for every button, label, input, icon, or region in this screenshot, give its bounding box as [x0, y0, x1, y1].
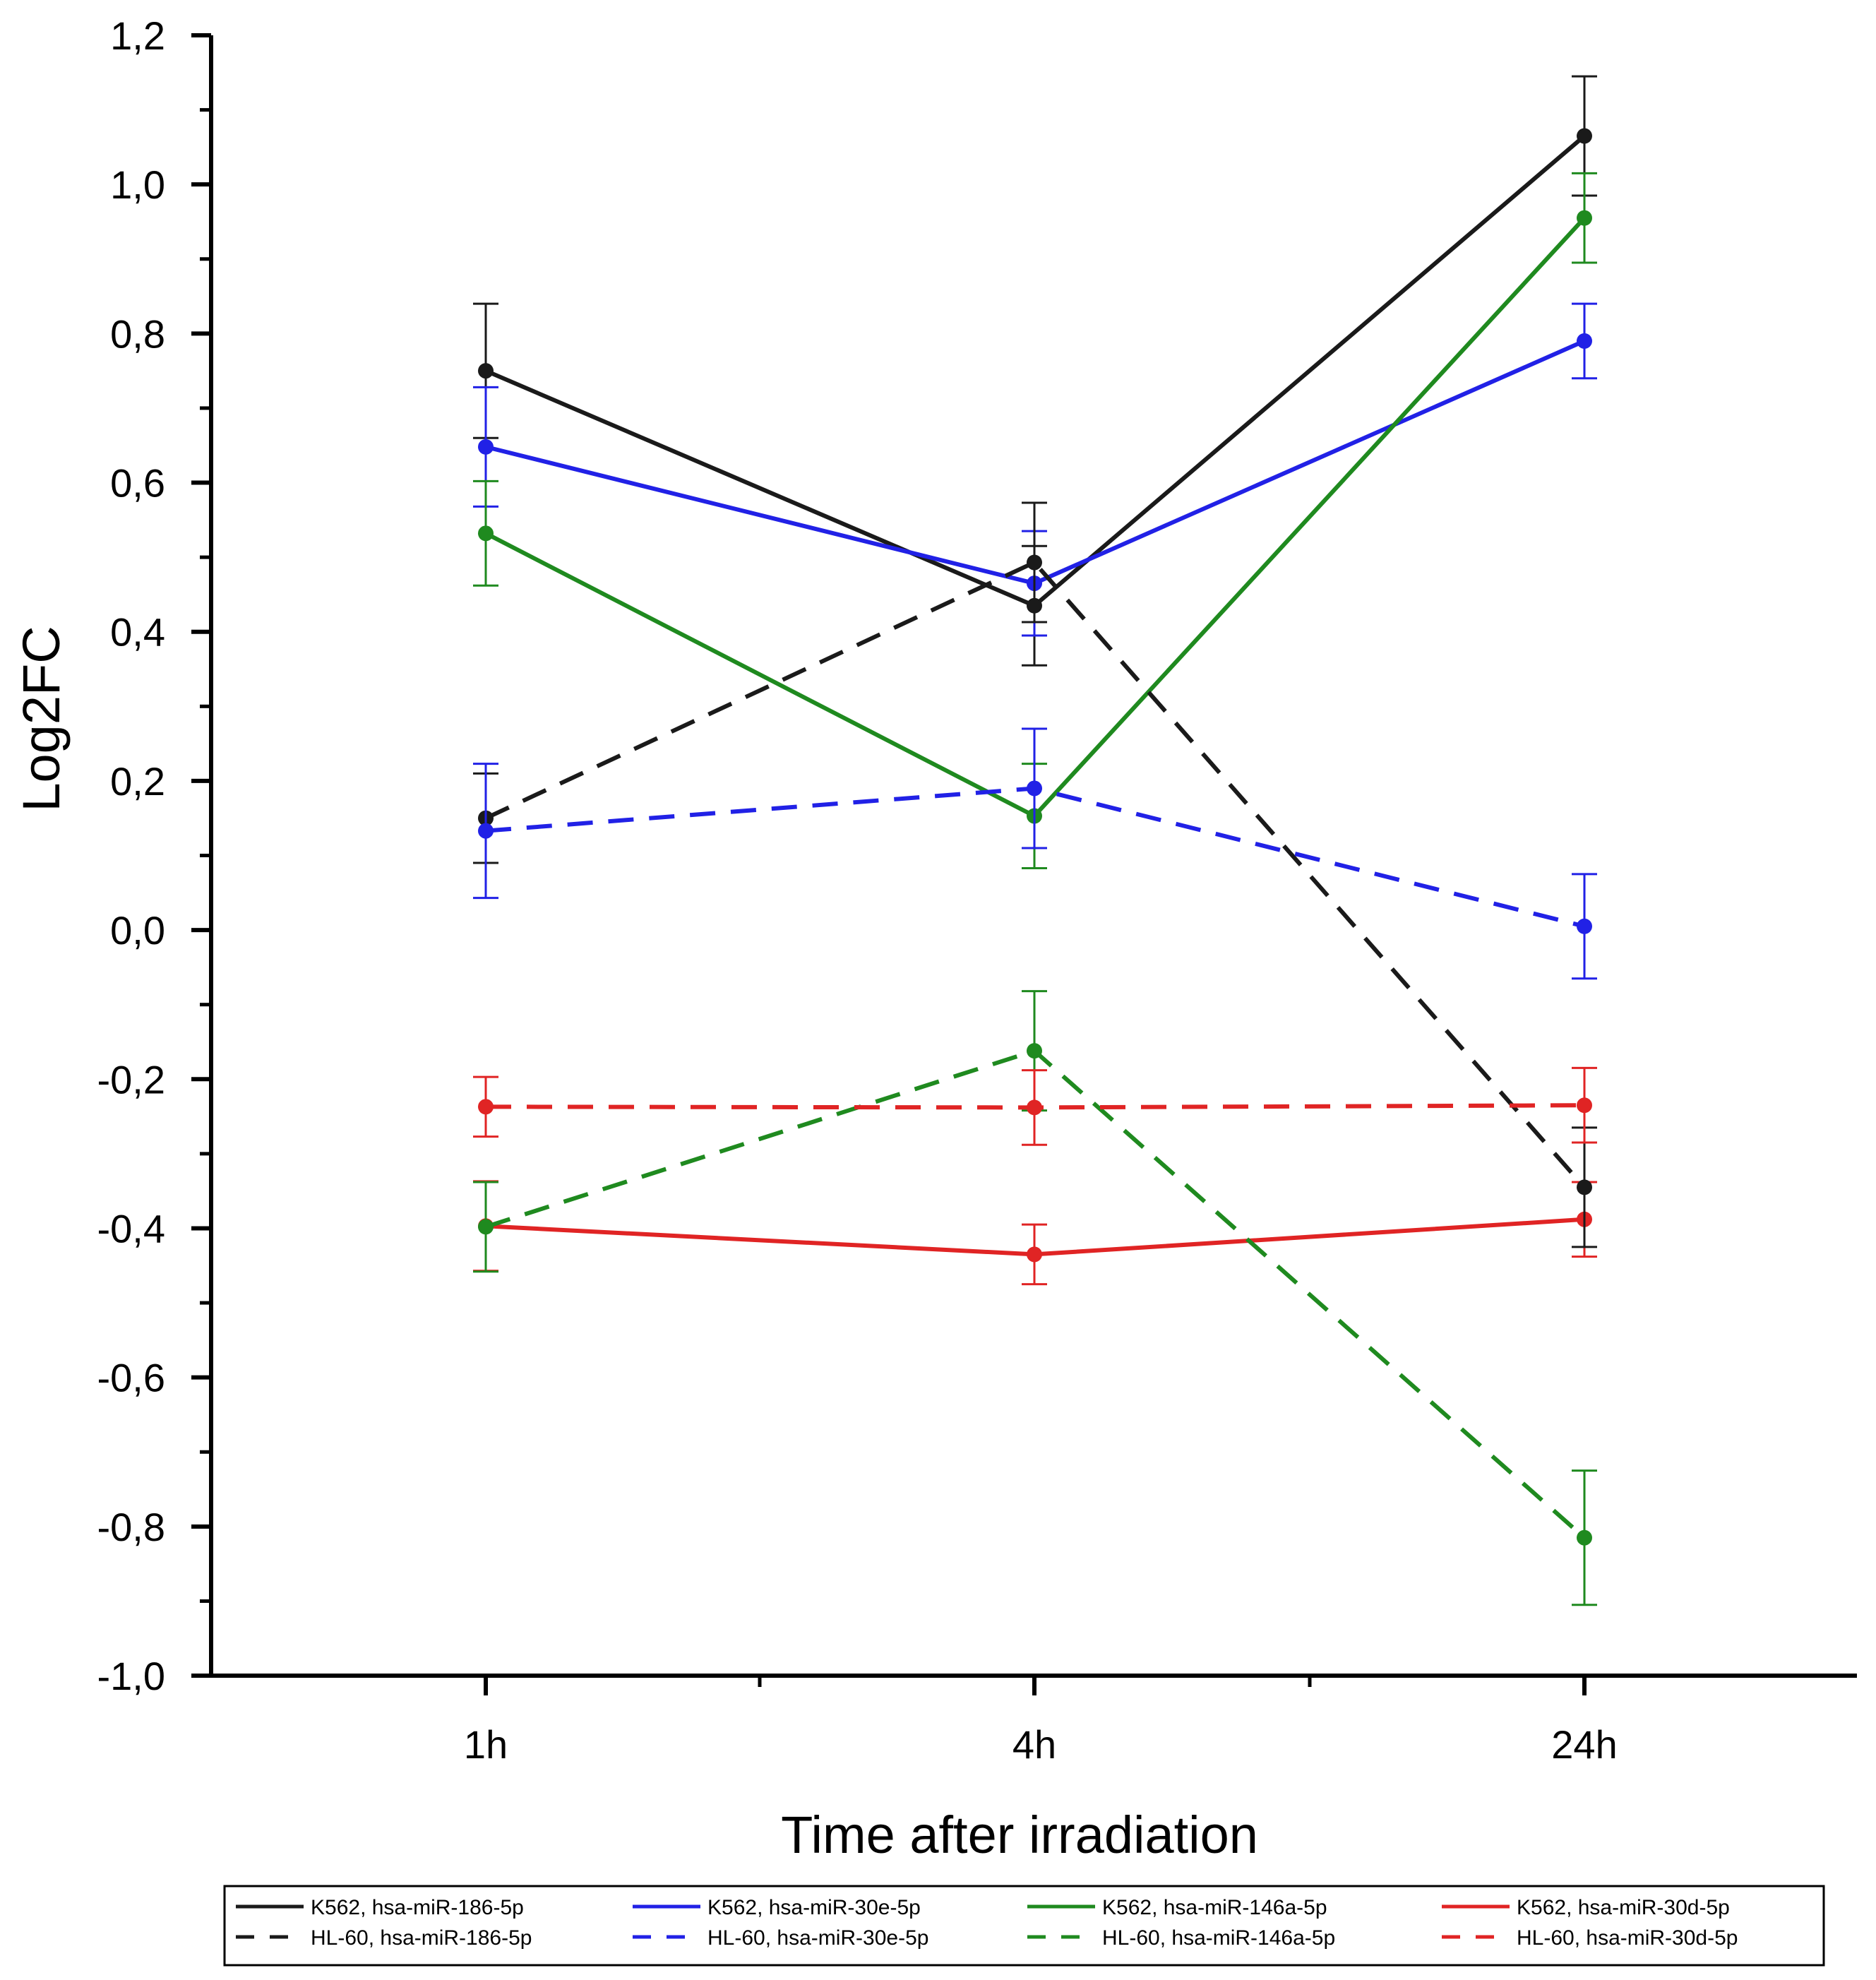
data-point	[478, 1099, 494, 1115]
y-tick-label: -0,6	[97, 1356, 166, 1400]
y-tick-label: 0,2	[110, 759, 165, 804]
data-point	[1027, 1246, 1042, 1263]
data-point	[1027, 1099, 1042, 1116]
x-tick-label: 24h	[1551, 1722, 1617, 1767]
data-point	[1577, 210, 1592, 226]
series-group	[473, 727, 1597, 980]
legend-label: HL-60, hsa-miR-30e-5p	[707, 1926, 928, 1950]
legend: K562, hsa-miR-186-5p K562, hsa-miR-30e-5p…	[223, 1885, 1825, 1967]
data-point	[1577, 918, 1592, 934]
legend-label: K562, hsa-miR-30e-5p	[707, 1896, 921, 1919]
series-group	[473, 1180, 1597, 1286]
data-point	[1577, 1179, 1592, 1195]
series-group	[473, 990, 1597, 1606]
y-ticks: -1,0 -0,8 -0,6 -0,4 -0,2 0,0 0,2 0,4 0,6 0,8 1,0 1,…	[97, 13, 211, 1698]
data-point	[1577, 1097, 1592, 1114]
y-tick-label: -0,2	[97, 1057, 166, 1102]
y-tick-label: -1,0	[97, 1654, 166, 1698]
x-tick-label: 4h	[1012, 1722, 1056, 1767]
y-tick-label: 1,2	[110, 13, 165, 58]
series-group	[473, 1066, 1597, 1146]
legend-label: HL-60, hsa-miR-30d-5p	[1517, 1926, 1738, 1950]
legend-label: K562, hsa-miR-30d-5p	[1517, 1896, 1730, 1919]
x-tick-label: 1h	[464, 1722, 508, 1767]
data-point	[478, 525, 494, 542]
y-tick-label: 1,0	[110, 162, 165, 207]
y-tick-label: -0,4	[97, 1206, 166, 1251]
series-layer	[473, 75, 1597, 1606]
legend-label: K562, hsa-miR-186-5p	[311, 1896, 524, 1919]
data-point	[1027, 780, 1042, 797]
data-point	[478, 823, 494, 839]
x-ticks: 1h 4h 24h	[464, 1676, 1618, 1767]
data-point	[478, 1219, 494, 1235]
data-point	[1577, 128, 1592, 144]
data-point	[1577, 1529, 1592, 1546]
legend-label: HL-60, hsa-miR-146a-5p	[1102, 1926, 1335, 1950]
data-point	[1577, 333, 1592, 349]
series-line	[484, 559, 1587, 1189]
data-point	[478, 363, 494, 379]
data-point	[1027, 1043, 1042, 1059]
legend-box	[223, 1885, 1825, 1967]
x-axis-title: Time after irradiation	[781, 1806, 1258, 1864]
y-tick-label: -0,8	[97, 1505, 166, 1549]
y-tick-label: 0,6	[110, 461, 165, 506]
y-axis-title: Log2FC	[12, 626, 71, 811]
data-point	[1027, 554, 1042, 571]
data-point	[478, 439, 494, 455]
legend-label: HL-60, hsa-miR-186-5p	[311, 1926, 532, 1950]
legend-label: K562, hsa-miR-146a-5p	[1102, 1896, 1327, 1919]
y-tick-label: 0,0	[110, 908, 165, 953]
y-tick-label: 0,8	[110, 311, 165, 356]
y-tick-label: 0,4	[110, 610, 165, 655]
